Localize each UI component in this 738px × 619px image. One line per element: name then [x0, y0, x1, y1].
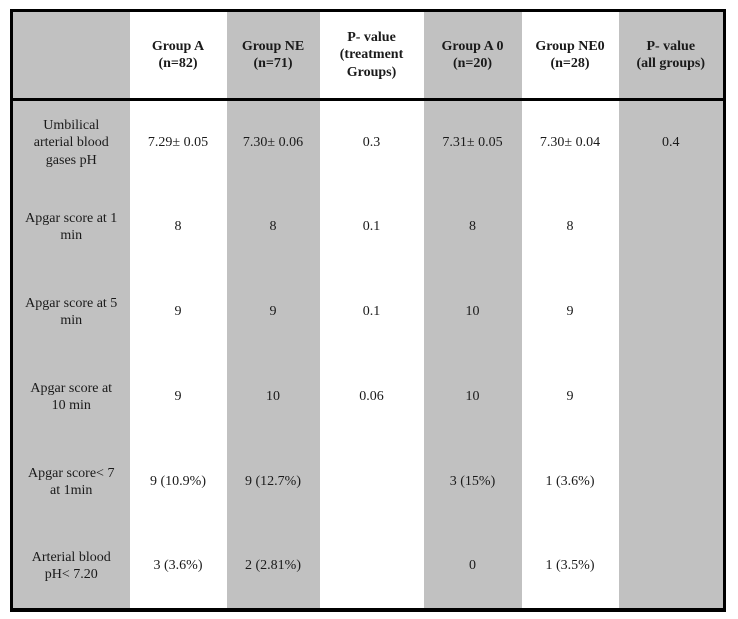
- table-row: Umbilical arterial blood gases pH 7.29± …: [11, 99, 725, 185]
- data-cell: 9: [226, 269, 320, 355]
- data-cell: [618, 439, 725, 525]
- column-header-group-ne0: Group NE0 (n=28): [521, 10, 619, 100]
- table-row: Apgar score at 1 min 8 8 0.1 8 8: [11, 184, 725, 270]
- data-cell: 9: [521, 354, 619, 440]
- data-cell: 9 (12.7%): [226, 439, 320, 525]
- column-header-group-a: Group A (n=82): [129, 10, 227, 100]
- row-header: Apgar score at 10 min: [11, 354, 130, 440]
- data-cell: 0.4: [618, 99, 725, 185]
- data-cell: 8: [423, 184, 522, 270]
- data-cell: 1 (3.6%): [521, 439, 619, 525]
- data-cell: [618, 354, 725, 440]
- data-cell: 9: [129, 269, 227, 355]
- data-cell: 7.30± 0.06: [226, 99, 320, 185]
- corner-header-cell: [11, 10, 130, 100]
- row-header: Umbilical arterial blood gases pH: [11, 99, 130, 185]
- data-cell: 7.29± 0.05: [129, 99, 227, 185]
- table-row: Arterial blood pH< 7.20 3 (3.6%) 2 (2.81…: [11, 524, 725, 610]
- column-header-pvalue-all: P- value (all groups): [618, 10, 725, 100]
- table-row: Apgar score at 10 min 9 10 0.06 10 9: [11, 354, 725, 440]
- data-cell: 10: [423, 269, 522, 355]
- row-header: Arterial blood pH< 7.20: [11, 524, 130, 610]
- data-cell: [618, 184, 725, 270]
- data-cell: 10: [423, 354, 522, 440]
- data-cell: 3 (3.6%): [129, 524, 227, 610]
- row-header: Apgar score at 1 min: [11, 184, 130, 270]
- column-header-group-ne: Group NE (n=71): [226, 10, 320, 100]
- row-header: Apgar score at 5 min: [11, 269, 130, 355]
- data-cell: 10: [226, 354, 320, 440]
- table-header-row: Group A (n=82) Group NE (n=71) P- value …: [11, 10, 725, 100]
- data-cell: 3 (15%): [423, 439, 522, 525]
- results-table: Group A (n=82) Group NE (n=71) P- value …: [10, 9, 726, 612]
- data-cell: 0.1: [319, 184, 424, 270]
- data-cell: 8: [226, 184, 320, 270]
- data-cell: 7.31± 0.05: [423, 99, 522, 185]
- data-cell: 7.30± 0.04: [521, 99, 619, 185]
- data-cell: 0: [423, 524, 522, 610]
- data-cell: 0.1: [319, 269, 424, 355]
- data-cell: 0.3: [319, 99, 424, 185]
- data-cell: [319, 439, 424, 525]
- column-header-pvalue-treatment: P- value (treatment Groups): [319, 10, 424, 100]
- data-cell: 8: [129, 184, 227, 270]
- data-cell: [618, 269, 725, 355]
- column-header-group-a0: Group A 0 (n=20): [423, 10, 522, 100]
- data-cell: [319, 524, 424, 610]
- table-row: Apgar score at 5 min 9 9 0.1 10 9: [11, 269, 725, 355]
- data-cell: 9: [521, 269, 619, 355]
- table-row: Apgar score< 7 at 1min 9 (10.9%) 9 (12.7…: [11, 439, 725, 525]
- data-cell: 9 (10.9%): [129, 439, 227, 525]
- data-cell: 2 (2.81%): [226, 524, 320, 610]
- data-cell: [618, 524, 725, 610]
- row-header: Apgar score< 7 at 1min: [11, 439, 130, 525]
- data-cell: 8: [521, 184, 619, 270]
- data-cell: 1 (3.5%): [521, 524, 619, 610]
- data-cell: 0.06: [319, 354, 424, 440]
- data-cell: 9: [129, 354, 227, 440]
